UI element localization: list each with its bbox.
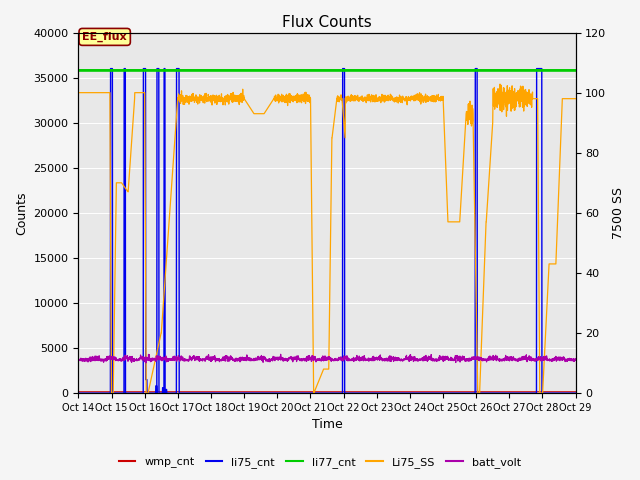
Title: Flux Counts: Flux Counts (282, 15, 372, 30)
Text: EE_flux: EE_flux (83, 32, 127, 42)
X-axis label: Time: Time (312, 419, 342, 432)
Y-axis label: 7500 SS: 7500 SS (612, 187, 625, 239)
Y-axis label: Counts: Counts (15, 191, 28, 235)
Legend: wmp_cnt, li75_cnt, li77_cnt, Li75_SS, batt_volt: wmp_cnt, li75_cnt, li77_cnt, Li75_SS, ba… (115, 452, 525, 472)
